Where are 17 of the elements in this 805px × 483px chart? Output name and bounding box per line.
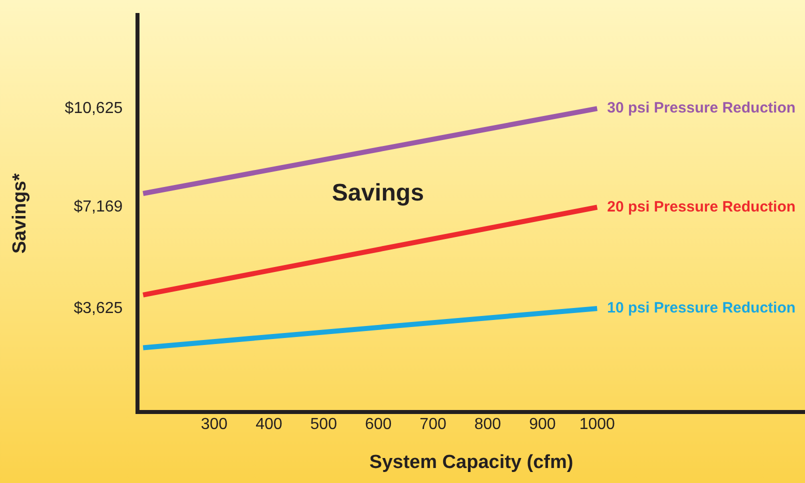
x-tick-label: 900 [529,416,556,434]
x-tick-label: 300 [200,416,228,434]
x-tick-label: 1000 [579,416,616,434]
x-axis-title: System Capacity (cfm) [369,452,574,473]
series-label: 30 psi Pressure Reduction [607,100,796,117]
x-tick-label: 400 [256,416,282,434]
series-label: 10 psi Pressure Reduction [607,300,796,317]
x-tick-label: 600 [364,416,392,434]
x-tick-label: 500 [310,416,338,434]
y-tick-label: $10,625 [64,100,123,117]
y-axis-title: Savings* [10,172,31,254]
y-tick-label: $7,169 [74,198,123,216]
y-tick-label: $3,625 [74,300,123,317]
x-tick-label: 700 [420,416,446,434]
x-tick-label: 800 [474,416,502,434]
series-label: 20 psi Pressure Reduction [607,198,796,216]
annotation: Savings [332,179,424,206]
